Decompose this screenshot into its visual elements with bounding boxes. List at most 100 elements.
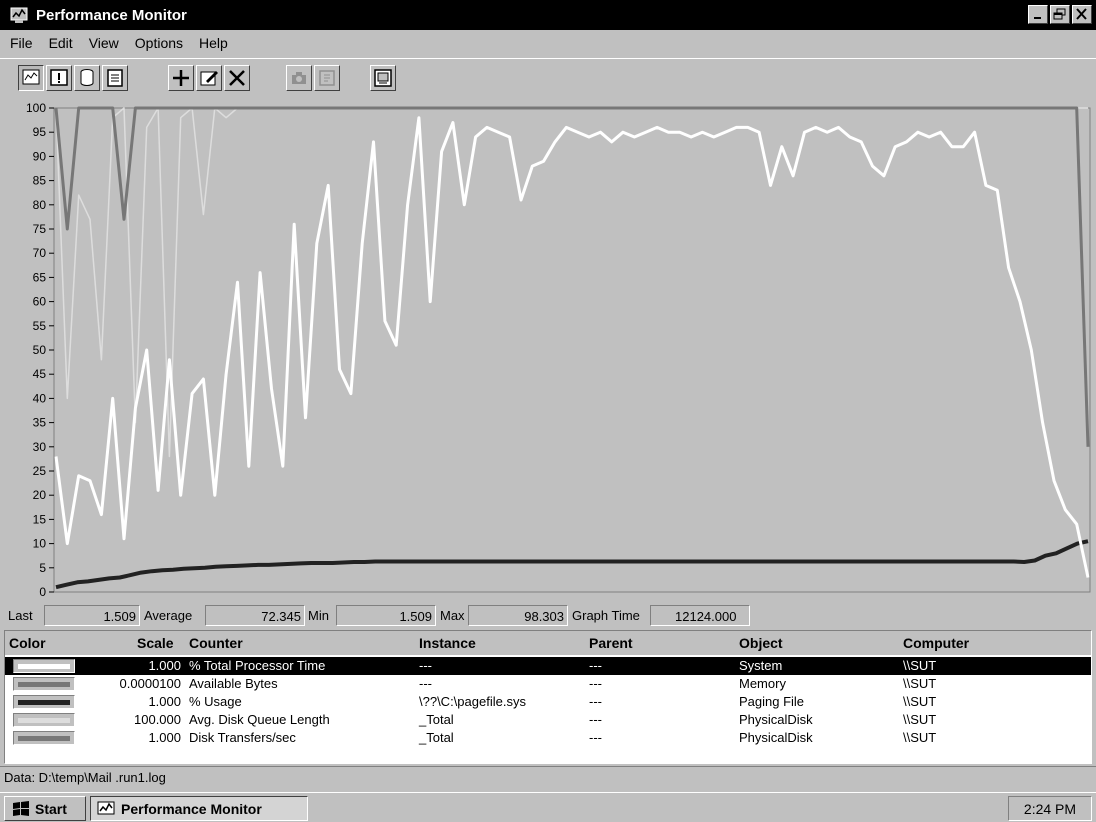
row-instance: --- bbox=[419, 676, 432, 691]
y-tick-label: 70 bbox=[33, 246, 47, 260]
menu-view[interactable]: View bbox=[88, 35, 119, 51]
toolbar bbox=[0, 58, 1096, 96]
options-button[interactable] bbox=[370, 65, 396, 91]
y-tick-label: 30 bbox=[33, 440, 47, 454]
row-computer: \\SUT bbox=[903, 658, 937, 673]
title-bar: Performance Monitor bbox=[0, 0, 1096, 30]
chart-view-icon bbox=[22, 69, 40, 85]
row-instance: _Total bbox=[419, 730, 454, 745]
y-tick-label: 35 bbox=[33, 416, 47, 430]
y-tick-label: 65 bbox=[33, 270, 47, 284]
log-view-button[interactable] bbox=[74, 65, 100, 91]
legend-row-disk-transfers[interactable]: 1.000 Disk Transfers/sec _Total --- Phys… bbox=[5, 729, 1091, 747]
menu-help[interactable]: Help bbox=[199, 35, 228, 51]
data-file-label: Data: D:\temp\Mail .run1.log bbox=[4, 770, 166, 785]
row-object: Paging File bbox=[739, 694, 805, 709]
legend-row-available-bytes[interactable]: 0.0000100 Available Bytes --- --- Memory… bbox=[5, 675, 1091, 693]
legend-row-usage[interactable]: 1.000 % Usage \??\C:\pagefile.sys --- Pa… bbox=[5, 693, 1091, 711]
options-icon bbox=[374, 69, 392, 87]
y-tick-label: 0 bbox=[39, 585, 46, 599]
delete-counter-icon bbox=[229, 70, 245, 86]
row-counter: Available Bytes bbox=[189, 676, 278, 691]
color-swatch bbox=[13, 677, 75, 691]
last-value: 1.509 bbox=[44, 605, 140, 626]
close-icon bbox=[1076, 8, 1087, 20]
report-view-button[interactable] bbox=[102, 65, 128, 91]
row-object: PhysicalDisk bbox=[739, 730, 813, 745]
min-value: 1.509 bbox=[336, 605, 436, 626]
y-tick-label: 95 bbox=[33, 125, 47, 139]
header-instance: Instance bbox=[419, 635, 476, 651]
legend-row-processor-time[interactable]: 1.000 % Total Processor Time --- --- Sys… bbox=[5, 657, 1091, 675]
row-parent: --- bbox=[589, 676, 602, 691]
row-counter: Disk Transfers/sec bbox=[189, 730, 296, 745]
add-counter-button[interactable] bbox=[168, 65, 194, 91]
performance-monitor-icon bbox=[10, 7, 28, 23]
row-object: Memory bbox=[739, 676, 786, 691]
row-object: PhysicalDisk bbox=[739, 712, 813, 727]
legend-row-disk-queue[interactable]: 100.000 Avg. Disk Queue Length _Total --… bbox=[5, 711, 1091, 729]
graph-time-label: Graph Time bbox=[572, 608, 640, 623]
start-label: Start bbox=[35, 801, 67, 817]
row-scale: 1.000 bbox=[148, 730, 181, 745]
header-object: Object bbox=[739, 635, 783, 651]
y-tick-label: 5 bbox=[39, 561, 46, 575]
delete-counter-button[interactable] bbox=[224, 65, 250, 91]
graph-time-value: 12124.000 bbox=[650, 605, 750, 626]
y-tick-label: 50 bbox=[33, 343, 47, 357]
average-label: Average bbox=[144, 608, 193, 623]
legend-header: Color Scale Counter Instance Parent Obje… bbox=[5, 631, 1091, 655]
chart-view-button[interactable] bbox=[18, 65, 44, 91]
row-scale: 1.000 bbox=[148, 694, 181, 709]
restore-icon bbox=[1053, 8, 1066, 20]
edit-counter-button[interactable] bbox=[196, 65, 222, 91]
taskbar: Start Performance Monitor 2:24 PM bbox=[0, 792, 1096, 822]
header-color: Color bbox=[9, 635, 46, 651]
min-label: Min bbox=[308, 608, 329, 623]
alert-view-button[interactable] bbox=[46, 65, 72, 91]
alert-view-icon bbox=[50, 69, 68, 86]
minimize-icon bbox=[1034, 17, 1041, 19]
row-instance: --- bbox=[419, 658, 432, 673]
close-button[interactable] bbox=[1072, 5, 1092, 24]
header-scale: Scale bbox=[137, 635, 174, 651]
start-button[interactable]: Start bbox=[4, 796, 86, 821]
row-parent: --- bbox=[589, 712, 602, 727]
header-parent: Parent bbox=[589, 635, 633, 651]
menu-options[interactable]: Options bbox=[134, 35, 184, 51]
row-computer: \\SUT bbox=[903, 676, 937, 691]
y-tick-label: 60 bbox=[33, 295, 47, 309]
snapshot-button[interactable] bbox=[314, 65, 340, 91]
taskbar-performance-monitor[interactable]: Performance Monitor bbox=[90, 796, 308, 821]
minimize-button[interactable] bbox=[1028, 5, 1048, 24]
color-swatch bbox=[13, 695, 75, 709]
bookmark-button[interactable] bbox=[286, 65, 312, 91]
window-title: Performance Monitor bbox=[36, 6, 187, 24]
report-view-icon bbox=[107, 69, 123, 87]
row-computer: \\SUT bbox=[903, 694, 937, 709]
statistics-bar: Last 1.509 Average 72.345 Min 1.509 Max … bbox=[0, 604, 1096, 628]
y-tick-label: 80 bbox=[33, 198, 47, 212]
menu-bar: File Edit View Options Help bbox=[0, 30, 1096, 56]
task-label: Performance Monitor bbox=[121, 801, 262, 817]
row-instance: _Total bbox=[419, 712, 454, 727]
y-tick-label: 55 bbox=[33, 319, 47, 333]
plot-area bbox=[53, 107, 1091, 593]
add-counter-icon bbox=[173, 70, 189, 86]
y-tick-label: 85 bbox=[33, 174, 47, 188]
menu-edit[interactable]: Edit bbox=[48, 35, 73, 51]
log-view-icon bbox=[80, 69, 94, 86]
menu-file[interactable]: File bbox=[10, 35, 33, 51]
windows-logo-icon bbox=[13, 801, 29, 816]
y-tick-label: 15 bbox=[33, 512, 47, 526]
row-parent: --- bbox=[589, 694, 602, 709]
row-parent: --- bbox=[589, 730, 602, 745]
last-label: Last bbox=[8, 608, 33, 623]
performance-chart: 0 5 10 15 20 25 30 35 40 45 50 55 60 65 70 75 80 85 90 95 10… bbox=[26, 101, 1091, 599]
maximize-button[interactable] bbox=[1050, 5, 1070, 24]
row-counter: % Total Processor Time bbox=[189, 658, 326, 673]
performance-monitor-icon bbox=[97, 801, 115, 815]
counter-legend: Color Scale Counter Instance Parent Obje… bbox=[4, 630, 1092, 764]
y-tick-label: 20 bbox=[33, 488, 47, 502]
snapshot-icon bbox=[319, 70, 335, 86]
